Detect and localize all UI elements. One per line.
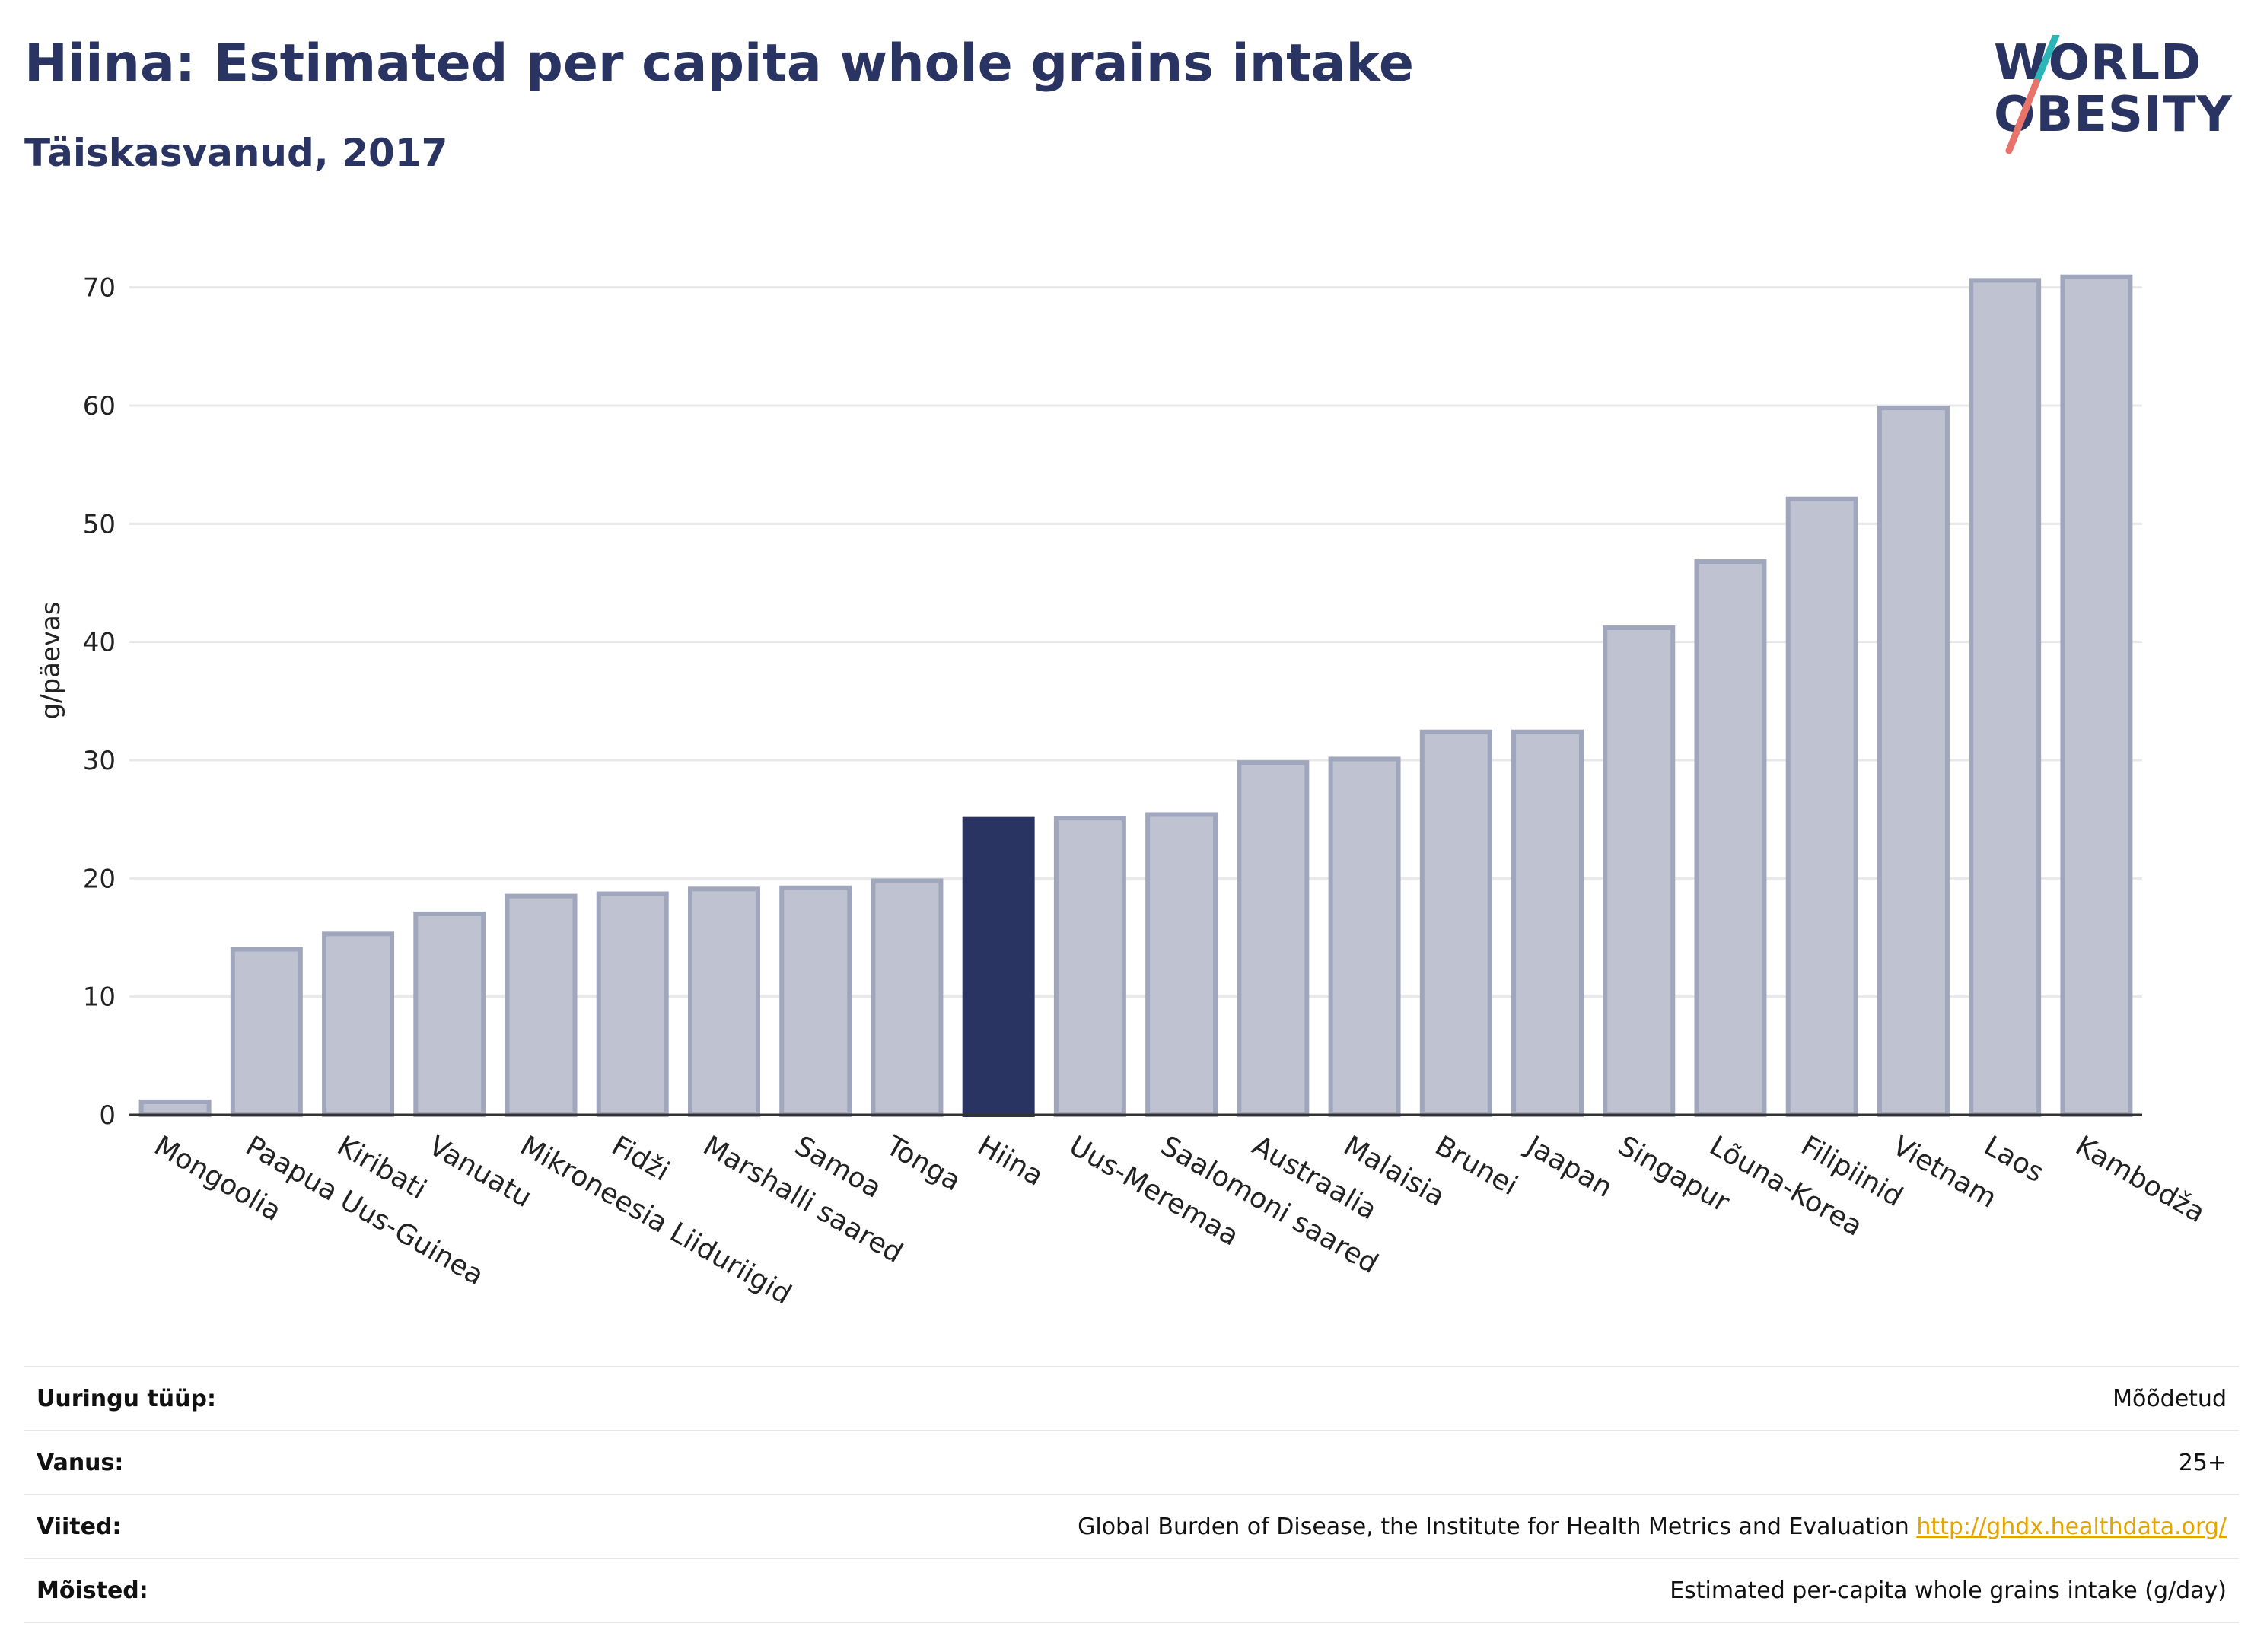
y-tick-label: 60 <box>83 391 116 422</box>
x-tick-label: Jaapan <box>1520 1129 1617 1204</box>
x-tick-label: Vietnam <box>1887 1130 2001 1214</box>
bar <box>779 885 852 1117</box>
y-tick-label: 70 <box>83 273 116 304</box>
y-axis-ticks: 0 10 20 30 40 50 60 70 <box>83 273 116 1131</box>
bar <box>1145 812 1218 1117</box>
bars <box>138 274 2133 1118</box>
info-label: Viited: <box>37 1513 122 1540</box>
bar <box>322 931 395 1118</box>
x-tick-label: Tonga <box>880 1130 966 1198</box>
bar <box>1237 760 1310 1118</box>
bar <box>1969 278 2042 1117</box>
x-tick-label: Hiina <box>973 1130 1049 1192</box>
info-value-references: Global Burden of Disease, the Institute … <box>1078 1514 2227 1540</box>
bar <box>1603 625 1676 1117</box>
info-value: 25+ <box>2178 1449 2227 1476</box>
info-table: Uuringu tüüp: Mõõdetud Vanus: 25+ Viited… <box>24 1366 2239 1623</box>
reference-link[interactable]: http://ghdx.healthdata.org/ <box>1916 1513 2227 1540</box>
bar <box>230 947 303 1117</box>
bar <box>1419 729 1492 1117</box>
bar <box>505 893 578 1118</box>
bar <box>138 1099 212 1117</box>
x-tick-label: Fidži <box>607 1130 675 1187</box>
reference-text: Global Burden of Disease, the Institute … <box>1078 1513 1909 1540</box>
y-tick-label: 50 <box>83 509 116 540</box>
bar <box>1877 406 1950 1117</box>
y-tick-label: 0 <box>99 1100 116 1131</box>
info-label: Uuringu tüüp: <box>37 1385 216 1412</box>
bar <box>871 878 944 1117</box>
bar <box>1328 756 1401 1117</box>
x-tick-label: Vanuatu <box>423 1130 536 1214</box>
info-row-survey-type: Uuringu tüüp: Mõõdetud <box>24 1366 2239 1430</box>
info-label: Mõisted: <box>37 1577 148 1604</box>
bar <box>413 911 486 1118</box>
chart-title: Hiina: Estimated per capita whole grains… <box>24 33 1415 94</box>
logo-word-world: WORLD <box>1994 35 2202 91</box>
bar <box>687 886 760 1118</box>
y-tick-label: 10 <box>83 982 116 1013</box>
y-tick-label: 30 <box>83 746 116 776</box>
y-tick-label: 40 <box>83 628 116 658</box>
world-obesity-logo: WORLD OBESITY <box>1994 35 2237 164</box>
x-tick-label: Lõuna-Korea <box>1704 1130 1867 1243</box>
bar-chart: 0 10 20 30 40 50 60 70 g/päevas MongooliaPaapua… <box>36 273 2211 1311</box>
bar <box>596 891 669 1117</box>
info-value: Mõõdetud <box>2113 1385 2227 1412</box>
info-value: Estimated per-capita whole grains intake… <box>1670 1577 2227 1604</box>
logo-slash-icon <box>2005 35 2060 154</box>
bar-highlighted <box>962 816 1035 1118</box>
chart-subtitle: Täiskasvanud, 2017 <box>24 131 448 175</box>
bar <box>1053 816 1126 1117</box>
info-label: Vanus: <box>37 1449 124 1476</box>
info-row-references: Viited: Global Burden of Disease, the In… <box>24 1494 2239 1558</box>
bar <box>1511 729 1584 1117</box>
x-tick-label: Kambodža <box>2070 1130 2210 1229</box>
info-row-definitions: Mõisted: Estimated per-capita whole grai… <box>24 1558 2239 1623</box>
y-tick-label: 20 <box>83 864 116 894</box>
bar <box>1694 559 1767 1118</box>
bar <box>2060 274 2133 1118</box>
info-row-age: Vanus: 25+ <box>24 1430 2239 1494</box>
bar <box>1785 496 1858 1118</box>
y-axis-label: g/päevas <box>36 601 66 719</box>
